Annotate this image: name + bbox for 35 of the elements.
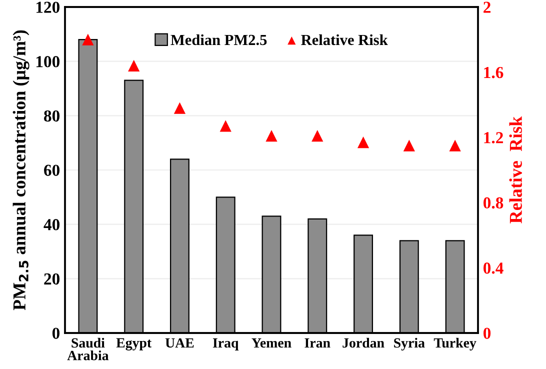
x-tick-label: Egypt: [116, 338, 152, 350]
y-axis-title: PM$_{2.5}$ annual concentration (μg/m³): [12, 30, 30, 310]
y-tick-label: 100: [36, 56, 60, 68]
point: [449, 140, 461, 152]
x-tick-label: UAE: [165, 338, 194, 348]
x-tick-label: Syria: [394, 338, 425, 350]
legend-label: Median PM2.5: [170, 34, 267, 46]
point: [174, 102, 186, 114]
y2-tick-label: 0.8: [483, 197, 504, 209]
y2-axis-title: Relative Risk: [509, 116, 522, 224]
x-tick-label: Saudi Arabia: [67, 338, 109, 360]
point: [82, 34, 94, 46]
y-tick-label: 40: [44, 219, 60, 230]
y-tick-label: 120: [36, 2, 60, 13]
point: [312, 130, 324, 142]
x-tick-label: Iran: [304, 338, 330, 348]
y2-tick-label: 0.4: [483, 262, 504, 274]
x-tick-label: Iraq: [212, 338, 239, 350]
y2-tick-label: 1.2: [484, 132, 503, 144]
point: [403, 140, 415, 152]
x-tick-label: Turkey: [434, 338, 476, 350]
x-tick-label: Yemen: [252, 338, 292, 348]
point: [357, 136, 370, 148]
legend-label: Relative Risk: [301, 34, 388, 46]
y2-tick-label: 2: [484, 2, 490, 13]
x-tick-label: Jordan: [342, 338, 384, 348]
y-tick-label: 80: [44, 110, 60, 122]
point: [220, 120, 232, 132]
y2-tick-label: 0: [483, 328, 491, 339]
point: [128, 60, 140, 72]
y-tick-label: 0: [52, 328, 60, 339]
y-tick-label: 20: [44, 273, 60, 285]
y2-tick-label: 1.6: [484, 66, 504, 78]
y-tick-label: 60: [44, 164, 60, 176]
point: [266, 130, 278, 142]
